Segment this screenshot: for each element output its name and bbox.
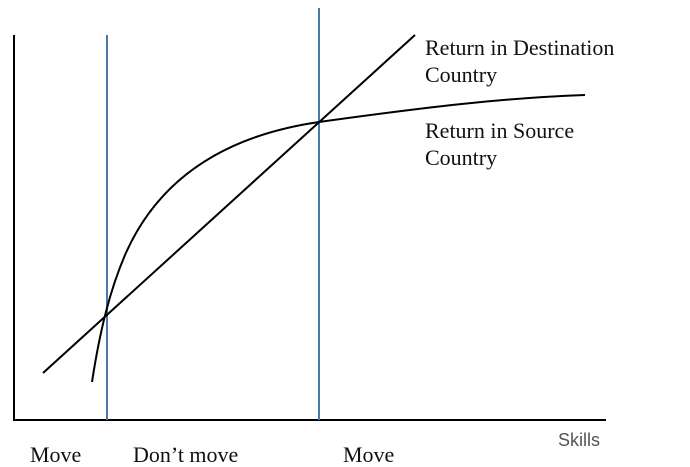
destination-curve — [42, 34, 416, 374]
source-curve — [91, 94, 586, 383]
curve-label: Return in Source — [425, 118, 574, 143]
region-label: Move — [343, 442, 394, 467]
curve-label: Country — [425, 145, 497, 170]
curve-label: Return in Destination — [425, 35, 614, 60]
x-axis-label: Skills — [558, 430, 600, 450]
region-label: Don’t move — [133, 442, 238, 467]
curve-label: Country — [425, 62, 497, 87]
region-label: Move — [30, 442, 81, 467]
